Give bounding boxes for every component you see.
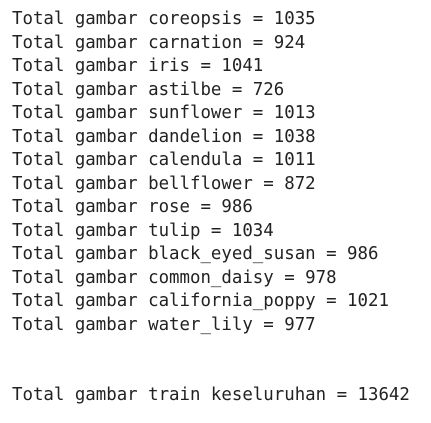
output-line: Total gambar calendula = 1011 [12, 150, 316, 170]
output-line: Total gambar sunflower = 1013 [12, 103, 316, 123]
output-line: Total gambar common_daisy = 978 [12, 267, 337, 288]
output-line: Total gambar astilbe = 726 [12, 79, 285, 100]
output-line: Total gambar coreopsis = 1035 [12, 9, 316, 29]
output-line: Total gambar black_eyed_susan = 986 [12, 244, 379, 264]
output-line: Total gambar dandelion = 1038 [12, 126, 316, 147]
output-line: Total gambar iris = 1041 [12, 56, 264, 76]
output-line: Total gambar water_lily = 977 [12, 314, 316, 335]
output-line: Total gambar carnation = 924 [12, 32, 306, 53]
output-line: Total gambar bellflower = 872 [12, 173, 316, 194]
output-line: Total gambar rose = 986 [12, 197, 253, 217]
output-line: Total gambar california_poppy = 1021 [12, 291, 389, 311]
output-line: Total gambar tulip = 1034 [12, 220, 274, 241]
output-summary: Total gambar train keseluruhan = 13642 [12, 385, 410, 405]
